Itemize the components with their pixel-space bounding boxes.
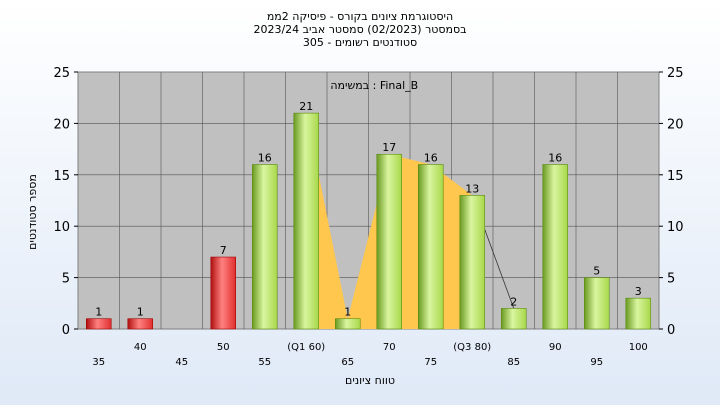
bar-value-label-9: 13 (465, 182, 479, 195)
bar-value-label-0: 1 (95, 306, 102, 319)
bar-9 (459, 195, 485, 330)
x-tick-label-7: 70 (383, 342, 396, 353)
x-tick-label-2: 45 (175, 357, 188, 368)
bar-3 (210, 256, 237, 330)
x-tick-label-0: 35 (92, 357, 105, 368)
bar-13 (625, 297, 651, 330)
y-tick-label-left-2: 10 (53, 220, 70, 235)
bar-value-label-1: 1 (137, 306, 144, 319)
bar-value-label-3: 7 (220, 244, 227, 257)
x-tick-label-8: 75 (424, 357, 437, 368)
chart-title-line-3: סטודנטים רשומים - 305 (302, 36, 418, 49)
bar-4 (252, 164, 278, 330)
bar-value-label-13: 3 (635, 285, 642, 298)
y-tick-label-left-4: 20 (53, 117, 70, 132)
x-tick-label-12: 95 (590, 357, 603, 368)
bar-11 (542, 164, 568, 330)
bar-value-label-8: 16 (424, 152, 438, 165)
bar-value-label-12: 5 (593, 265, 600, 278)
y-tick-label-right-2: 10 (667, 220, 684, 235)
y-tick-label-left-1: 5 (62, 272, 70, 287)
y-tick-label-right-5: 25 (667, 66, 684, 81)
bar-10 (500, 308, 527, 330)
bar-7 (376, 153, 402, 330)
y-tick-label-right-3: 15 (667, 169, 684, 184)
y-tick-label-left-0: 0 (62, 323, 70, 338)
bar-1 (127, 318, 154, 330)
x-tick-label-10: 85 (507, 357, 520, 368)
bar-value-label-5: 21 (299, 100, 313, 113)
chart-title-line-1: היסטוגרמת ציונים בקורס - פיסיקה 2ממ (266, 10, 454, 23)
bar-0 (86, 318, 112, 330)
x-tick-label-11: 90 (549, 342, 562, 353)
bar-value-label-6: 1 (344, 306, 351, 319)
bar-value-label-11: 16 (548, 152, 562, 165)
bar-value-label-10: 2 (510, 295, 517, 308)
x-tick-label-4: 55 (258, 357, 271, 368)
chart-title-line-2: בסמסטר (02/2023) סמסטר אביב 2023/24 (253, 23, 467, 36)
bar-5 (293, 112, 319, 330)
y-tick-label-left-5: 25 (53, 66, 70, 81)
bar-6 (334, 318, 361, 330)
bar-8 (417, 164, 444, 330)
bar-value-label-4: 16 (258, 152, 272, 165)
bar-value-label-7: 17 (382, 141, 396, 154)
x-tick-label-13: 100 (629, 342, 648, 353)
x-tick-label-5: (Q1 60) (287, 342, 325, 353)
y-tick-label-right-4: 20 (667, 117, 684, 132)
x-tick-label-9: (Q3 80) (453, 342, 491, 353)
x-tick-label-3: 50 (217, 342, 230, 353)
x-axis-label: טווח ציונים (345, 374, 395, 387)
y-tick-label-right-1: 5 (667, 272, 675, 287)
x-tick-label-1: 40 (134, 342, 147, 353)
y-tick-label-left-3: 15 (53, 169, 70, 184)
y-axis-label: מספר סטודנטים (26, 174, 39, 250)
bar-12 (583, 277, 610, 330)
y-tick-label-right-0: 0 (667, 323, 675, 338)
x-tick-label-6: 65 (341, 357, 354, 368)
chart-annotation: במשימה : Final_B (330, 79, 418, 92)
